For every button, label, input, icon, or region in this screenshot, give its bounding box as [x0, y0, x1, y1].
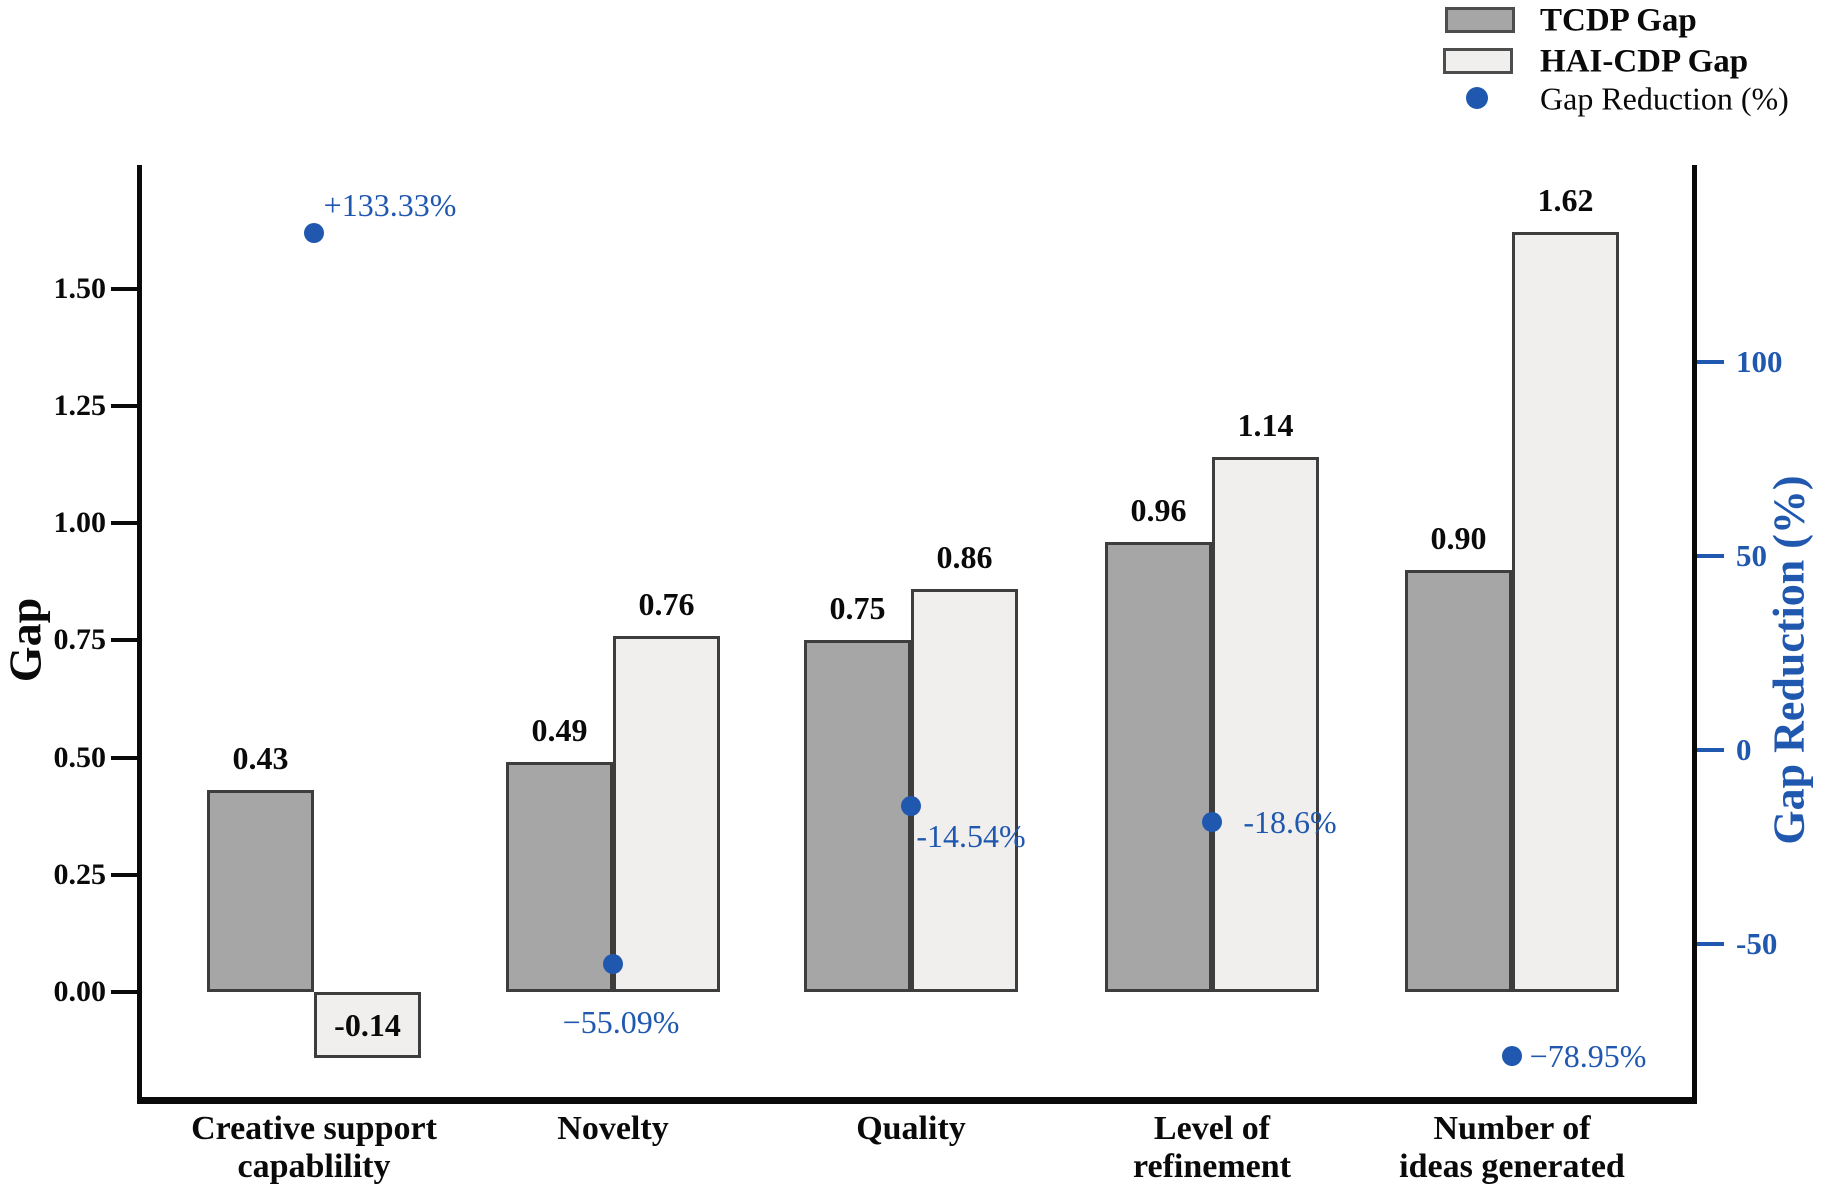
bar-tcdp-1: [506, 762, 613, 992]
right-axis-spine: [1692, 165, 1697, 1104]
right-axis-tick: [1697, 942, 1724, 946]
left-axis-tick-label: 1.00: [53, 506, 107, 539]
x-category-label-1: Novelty: [557, 1110, 669, 1147]
bar-tcdp-2: [804, 640, 911, 992]
bar-haicdp-3: [1212, 457, 1319, 992]
x-category-label-2: Quality: [856, 1110, 966, 1147]
right-axis-tick-label: 0: [1736, 732, 1752, 767]
bar-haicdp-4: [1512, 232, 1619, 992]
left-axis-tick: [111, 990, 137, 994]
right-axis-title: Gap Reduction (%): [1764, 475, 1814, 845]
gap-reduction-point-3: [1202, 812, 1222, 833]
x-category-label-3: Level of refinement: [1133, 1110, 1291, 1184]
left-axis-tick-label: 0.50: [53, 740, 107, 774]
left-axis-tick: [111, 755, 137, 760]
bar-value-label-haicdp-0: -0.14: [334, 1006, 401, 1043]
bar-tcdp-0: [207, 790, 314, 992]
left-axis-tick-label: 0.25: [53, 857, 107, 891]
right-axis-tick-label: -50: [1736, 926, 1778, 961]
gap-reduction-dot-icon: [1466, 87, 1488, 109]
bar-value-label-haicdp-2: 0.86: [936, 538, 993, 575]
gap-reduction-point-label-3: -18.6%: [1243, 804, 1337, 841]
left-axis-tick: [111, 872, 137, 877]
left-axis-tick-label: 0.00: [53, 975, 107, 1008]
left-axis-tick: [111, 638, 137, 643]
right-axis-tick-label: 50: [1736, 538, 1767, 573]
bar-haicdp-1: [613, 635, 720, 992]
bar-value-label-haicdp-3: 1.14: [1237, 407, 1294, 444]
bar-value-label-tcdp-0: 0.43: [232, 740, 289, 777]
bar-haicdp-0: [314, 992, 421, 1058]
x-category-label-4: Number of ideas generated: [1399, 1110, 1625, 1184]
gap-reduction-point-4: [1502, 1046, 1522, 1067]
bar-value-label-haicdp-1: 0.76: [638, 585, 695, 622]
tcdp-gap-swatch-icon: [1445, 7, 1515, 33]
gap-reduction-point-label-4: −78.95%: [1529, 1038, 1647, 1075]
gap-reduction-point-label-0: +133.33%: [323, 186, 457, 223]
bar-tcdp-3: [1105, 541, 1212, 992]
left-axis-tick: [111, 286, 137, 291]
bar-value-label-haicdp-4: 1.62: [1537, 182, 1594, 219]
bar-value-label-tcdp-1: 0.49: [531, 712, 588, 749]
legend-label-gap-reduction: Gap Reduction (%): [1540, 80, 1789, 117]
left-axis-spine: [137, 165, 142, 1104]
left-axis-tick: [111, 403, 137, 408]
x-category-label-0: Creative support capablility: [191, 1110, 437, 1184]
gap-reduction-point-label-1: −55.09%: [562, 1003, 680, 1040]
gap-reduction-point-0: [304, 222, 324, 243]
left-axis-tick-label: 1.50: [53, 271, 107, 305]
left-axis-tick-label: 0.75: [53, 623, 107, 657]
bar-value-label-tcdp-4: 0.90: [1430, 519, 1487, 556]
legend-label-hai-cdp-gap: HAI-CDP Gap: [1540, 43, 1749, 80]
gap-reduction-point-1: [603, 953, 623, 974]
right-axis-tick: [1697, 748, 1724, 752]
gap-reduction-point-label-2: -14.54%: [916, 818, 1026, 855]
right-axis-tick: [1697, 360, 1724, 364]
right-axis-tick-label: 100: [1736, 344, 1783, 379]
gap-reduction-point-2: [901, 796, 921, 817]
left-axis-tick: [111, 521, 137, 525]
bar-value-label-tcdp-2: 0.75: [829, 590, 886, 627]
bottom-axis-spine: [137, 1097, 1697, 1104]
hai-cdp-gap-swatch-icon: [1443, 48, 1513, 74]
legend-label-tcdp-gap: TCDP Gap: [1540, 2, 1697, 39]
left-axis-tick-label: 1.25: [53, 388, 107, 422]
bar-value-label-tcdp-3: 0.96: [1130, 491, 1187, 528]
bar-haicdp-2: [911, 588, 1018, 992]
right-axis-tick: [1697, 554, 1724, 558]
bar-tcdp-4: [1405, 569, 1512, 992]
